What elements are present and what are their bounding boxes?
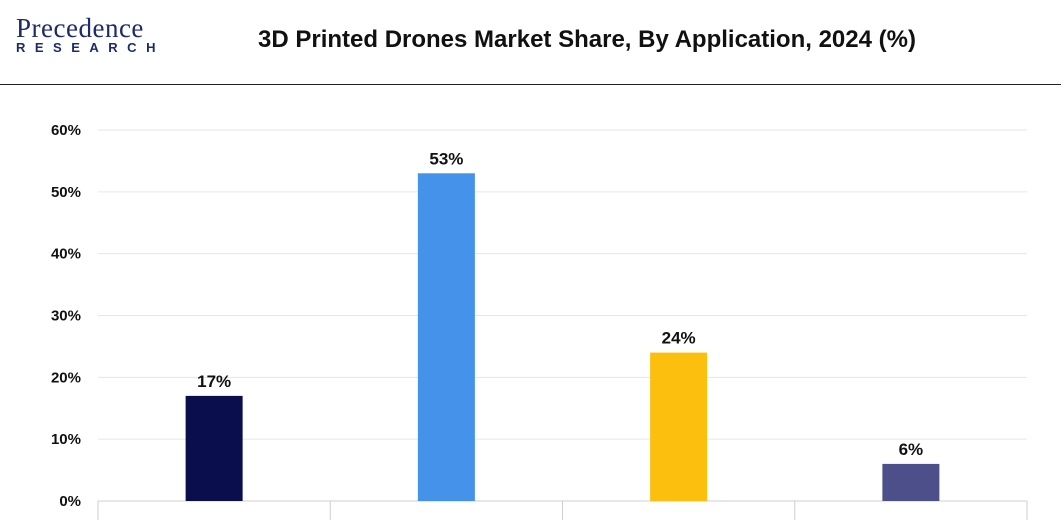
logo-name-main: Precedence <box>16 13 144 43</box>
y-tick-label: 0% <box>59 493 81 510</box>
y-tick-label: 20% <box>51 369 81 386</box>
y-tick-label: 50% <box>51 184 81 201</box>
bar <box>417 173 475 502</box>
y-tick-label: 60% <box>51 122 81 139</box>
chart-title: 3D Printed Drones Market Share, By Appli… <box>258 26 916 53</box>
y-tick-label: 10% <box>51 431 81 448</box>
bar <box>650 352 708 501</box>
y-tick-label: 30% <box>51 308 81 325</box>
data-label: 24% <box>662 329 696 348</box>
y-tick-label: 40% <box>51 246 81 263</box>
bar <box>185 395 243 501</box>
bar <box>882 463 940 501</box>
header: Precedence RESEARCH 3D Printed Drones Ma… <box>0 0 1061 85</box>
data-label: 17% <box>197 372 231 391</box>
precedence-research-logo: Precedence RESEARCH <box>16 14 176 55</box>
data-label: 53% <box>429 149 463 168</box>
data-label: 6% <box>899 440 924 459</box>
logo-name-sub: RESEARCH <box>16 40 165 55</box>
